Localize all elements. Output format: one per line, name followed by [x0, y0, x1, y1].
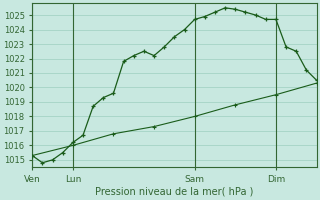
X-axis label: Pression niveau de la mer( hPa ): Pression niveau de la mer( hPa ): [95, 187, 253, 197]
